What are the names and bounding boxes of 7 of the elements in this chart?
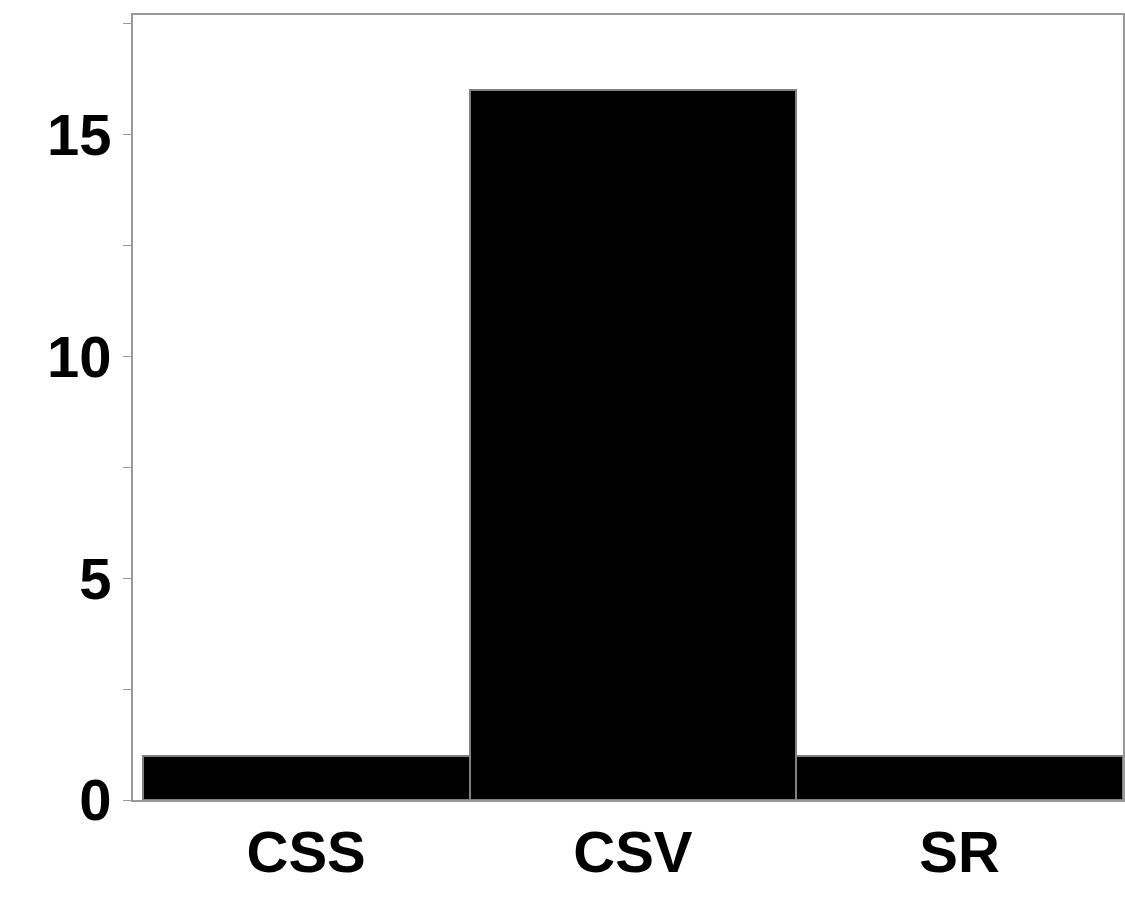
x-tick-label: CSS (246, 818, 366, 884)
y-tick-label: 0 (79, 767, 112, 833)
y-tick-label: 10 (46, 323, 112, 389)
x-tick-label: SR (919, 818, 1000, 884)
y-tick-label: 5 (79, 545, 112, 611)
x-tick-label: CSV (573, 818, 693, 884)
y-tick-label: 15 (46, 102, 112, 168)
